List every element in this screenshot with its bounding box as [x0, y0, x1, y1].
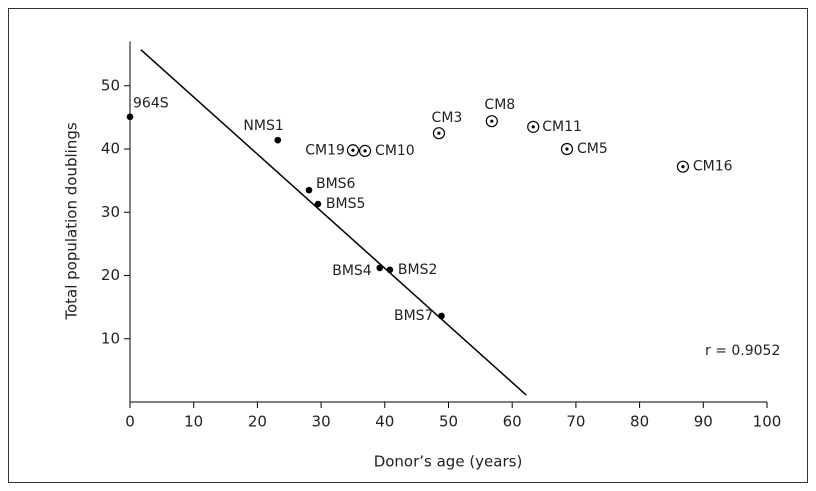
x-tick-label: 50 [439, 413, 458, 431]
point-label: CM10 [375, 143, 415, 159]
x-tick-label: 70 [566, 413, 585, 431]
point-center [351, 148, 355, 152]
point-label: 964S [133, 96, 169, 112]
x-tick-label: 0 [125, 413, 135, 431]
point [438, 312, 445, 320]
point-label: BMS5 [326, 196, 365, 212]
x-tick-label: 100 [753, 413, 782, 431]
x-tick-label: 60 [503, 413, 522, 431]
x-tick-label: 40 [375, 413, 394, 431]
point-center [531, 125, 535, 129]
annotation: r = 0.9052 [705, 343, 780, 359]
frame [8, 8, 808, 483]
x-tick-label: 30 [312, 413, 331, 431]
point-label: BMS2 [398, 262, 437, 278]
point [376, 264, 384, 272]
point-center [437, 131, 441, 135]
point [314, 200, 322, 208]
x-tick-label: 90 [694, 413, 713, 431]
point-label: CM8 [484, 97, 515, 113]
point [274, 136, 282, 144]
point-label: BMS7 [394, 308, 433, 324]
point-label: CM5 [577, 141, 608, 157]
point-center [363, 149, 367, 153]
x-tick-label: 10 [184, 413, 203, 431]
y-tick-label: 30 [101, 203, 120, 221]
point-center [565, 147, 569, 151]
point [386, 266, 394, 274]
point-label: CM11 [542, 119, 582, 135]
point-label: CM19 [305, 142, 345, 158]
point-label: BMS4 [332, 263, 372, 279]
point-label: CM3 [432, 110, 463, 126]
point-center [681, 165, 685, 169]
y-axis-title: Total population doublings [63, 122, 81, 320]
y-tick-label: 10 [101, 329, 120, 347]
point-center [490, 119, 494, 123]
point-label: NMS1 [243, 118, 283, 134]
x-tick-label: 80 [630, 413, 649, 431]
x-tick-label: 20 [248, 413, 267, 431]
y-tick-label: 40 [101, 140, 120, 158]
y-tick-label: 50 [101, 76, 120, 94]
point [305, 186, 313, 194]
fit-line [140, 49, 527, 396]
point [126, 113, 134, 121]
point-label: CM16 [693, 159, 733, 175]
point-label: BMS6 [316, 176, 356, 192]
y-tick-label: 20 [101, 266, 120, 284]
x-axis-title: Donor’s age (years) [374, 453, 523, 471]
